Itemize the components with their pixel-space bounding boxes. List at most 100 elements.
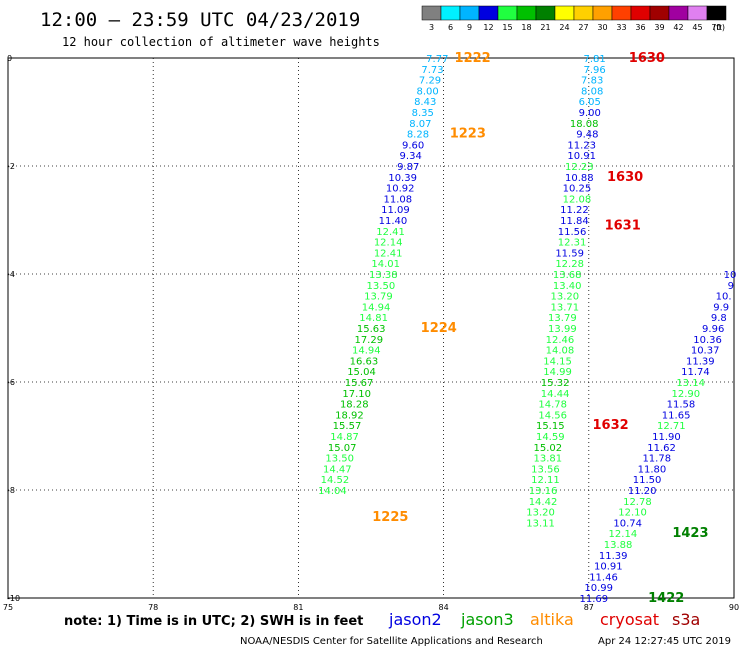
wave-height-value: 12.08 [563,194,592,205]
satellite-legend-jason3: jason3 [460,610,514,629]
color-swatch-label: 45 [692,23,702,32]
wave-height-value: 11.90 [652,432,681,443]
y-tick-label: 0 [7,54,12,63]
wave-height-value: 17.10 [342,389,371,400]
wave-height-value: 13.11 [526,518,555,529]
wave-height-value: 12.78 [623,497,652,508]
wave-height-value: 14.94 [352,346,381,357]
legend-note: note: 1) Time is in UTC; 2) SWH is in fe… [64,614,363,629]
wave-height-value: 13.38 [369,270,398,281]
wave-height-value: 10.74 [613,518,642,529]
wave-height-value: 8.43 [414,97,436,108]
wave-height-value: 8.00 [416,86,438,97]
pass-time-label: 1223 [450,127,486,142]
wave-height-value: 12.46 [546,335,575,346]
pass-time-label: 1632 [592,418,628,433]
color-swatch [478,5,499,21]
wave-height-value: 13.68 [553,270,582,281]
wave-height-value: 14.87 [330,432,359,443]
color-swatch-label: 6 [448,23,453,32]
satellite-legend-jason2: jason2 [388,610,442,629]
wave-height-value: 18.28 [340,400,369,411]
wave-height-value: 10.91 [594,562,623,573]
color-swatch-label: 3 [429,23,434,32]
satellite-legend-altika: altika [530,610,574,629]
wave-height-value: 13.16 [529,486,558,497]
wave-height-value: 15.57 [333,421,362,432]
color-swatch [687,5,708,21]
wave-height-value: 11.39 [686,356,715,367]
color-swatch-label: 27 [578,23,588,32]
wave-height-value: 13.20 [526,508,555,519]
color-scale-unit: (ft) [713,23,725,32]
chart-subtitle: 12 hour collection of altimeter wave hei… [62,35,380,49]
wave-height-value: 10.92 [386,184,415,195]
wave-height-value: 14.44 [541,389,570,400]
wave-height-value: 8.08 [581,86,603,97]
y-tick-label: -8 [7,486,15,495]
color-swatch-label: 30 [597,23,607,32]
wave-height-value: 13.50 [367,281,396,292]
wave-height-value: 11.84 [560,216,589,227]
wave-height-value: 10 [724,270,737,281]
wave-height-value: 13.79 [548,313,577,324]
wave-height-value: 10.91 [567,151,596,162]
wave-height-value: 7.77 [426,54,448,65]
wave-height-value: 9.9 [713,302,729,313]
wave-height-value: 14.08 [546,346,575,357]
x-tick-label: 78 [148,603,158,612]
pass-time-label: 1630 [607,170,643,185]
wave-height-value: 18.08 [570,119,599,130]
wave-height-value: 9.34 [400,151,422,162]
satellite-legend: jason2 jason3 altika cryosat s3a [388,610,700,629]
wave-height-value: 14.94 [362,302,391,313]
wave-height-value: 15.15 [536,421,565,432]
wave-height-value: 13.88 [604,540,633,551]
wave-height-value: 15.67 [345,378,374,389]
x-tick-label: 81 [293,603,303,612]
wave-height-value: 6.05 [579,97,601,108]
pass-time-label: 1422 [648,591,684,606]
color-swatch [573,5,594,21]
wave-height-value: 12.10 [618,508,647,519]
data-marks: 7.777.737.298.008.438.358.078.289.609.34… [318,54,736,605]
pass-time-label: 1225 [372,510,408,525]
wave-height-value: 15.04 [347,367,376,378]
wave-height-value: 12.90 [671,389,700,400]
axis-ticks: 75 78 81 84 87 90 0 -2 -4 -6 -8 -10 [3,54,739,612]
wave-height-value: 11.39 [599,551,628,562]
pass-time-label: 1222 [455,51,491,66]
color-swatch [668,5,689,21]
wave-height-value: 10.88 [565,173,594,184]
wave-height-value: 9.8 [711,313,727,324]
wave-height-value: 7.73 [421,65,443,76]
plot-frame [7,57,735,599]
wave-height-value: 15.63 [357,324,386,335]
wave-height-value: 14.78 [538,400,567,411]
color-swatch [592,5,613,21]
wave-height-value: 14.56 [538,410,567,421]
footer-timestamp: Apr 24 12:27:45 UTC 2019 [598,636,731,647]
color-swatch [459,5,480,21]
wave-height-value: 17.29 [354,335,383,346]
wave-height-value: 14.81 [359,313,388,324]
wave-height-value: 11.74 [681,367,710,378]
y-tick-label: -4 [7,270,15,279]
wave-height-value: 11.50 [633,475,662,486]
wave-height-value: 10. [716,292,732,303]
y-tick-label: -6 [7,378,15,387]
wave-height-value: 7.96 [583,65,605,76]
wave-height-value: 9.60 [402,140,424,151]
wave-height-value: 14.15 [543,356,572,367]
wave-height-value: 7.83 [581,76,603,87]
wave-height-value: 12.14 [374,238,403,249]
wave-height-value: 11.40 [379,216,408,227]
wave-height-value: 12.41 [374,248,403,259]
color-swatch [649,5,670,21]
wave-height-value: 7.81 [583,54,605,65]
wave-height-value: 11.69 [580,594,609,605]
color-swatch-label: 36 [635,23,645,32]
wave-height-value: 14.42 [529,497,558,508]
wave-height-value: 12.11 [531,475,560,486]
